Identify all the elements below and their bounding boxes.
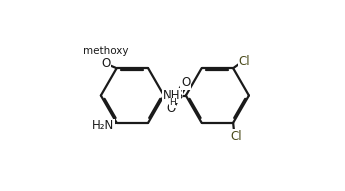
Text: Cl: Cl: [230, 130, 242, 143]
Text: NH: NH: [163, 89, 180, 102]
Text: O: O: [101, 57, 111, 70]
Text: H₂N: H₂N: [92, 119, 114, 132]
Text: O: O: [181, 76, 190, 89]
Text: H: H: [169, 98, 176, 107]
Text: O: O: [166, 102, 175, 115]
Text: S: S: [174, 89, 183, 102]
Text: methoxy: methoxy: [83, 46, 128, 56]
Text: Cl: Cl: [238, 55, 250, 68]
